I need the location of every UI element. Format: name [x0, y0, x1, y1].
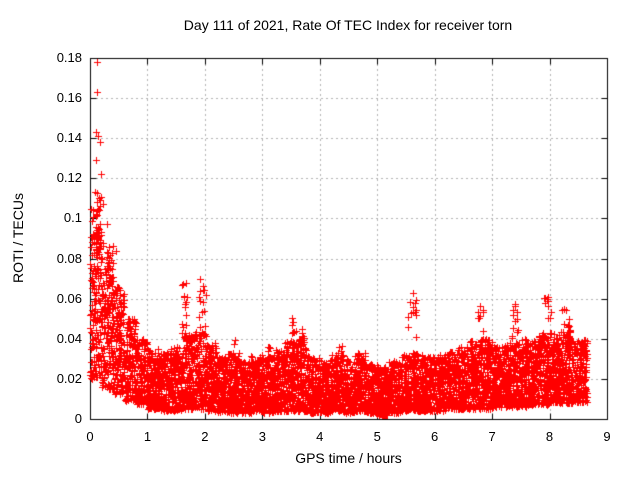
y-tick-label: 0.06	[56, 290, 82, 306]
y-tick-label: 0.1	[63, 210, 82, 226]
y-tick-label: 0.18	[56, 50, 82, 65]
x-tick-label: 3	[258, 429, 266, 444]
y-tick-label: 0.02	[56, 370, 82, 386]
chart-title: Day 111 of 2021, Rate Of TEC Index for r…	[183, 17, 513, 33]
y-tick-label: 0.08	[56, 250, 82, 266]
x-tick-label: 6	[431, 429, 439, 444]
x-tick-label: 9	[603, 429, 611, 444]
y-tick-label: 0.14	[56, 130, 82, 146]
y-tick-label: 0.04	[56, 330, 82, 346]
x-tick-label: 8	[545, 429, 554, 444]
x-axis-label: GPS time / hours	[295, 450, 402, 466]
x-tick-label: 1	[143, 429, 152, 444]
y-axis-label: ROTI / TECUs	[10, 193, 26, 283]
x-tick-label: 5	[373, 429, 381, 444]
y-tick-label: 0.16	[56, 90, 82, 106]
y-tick-label: 0.12	[56, 170, 82, 186]
x-tick-label: 0	[86, 429, 94, 444]
x-tick-label: 7	[488, 429, 496, 444]
x-tick-label: 4	[316, 429, 324, 444]
y-tick-label: 0	[74, 411, 82, 426]
x-tick-label: 2	[201, 429, 209, 444]
